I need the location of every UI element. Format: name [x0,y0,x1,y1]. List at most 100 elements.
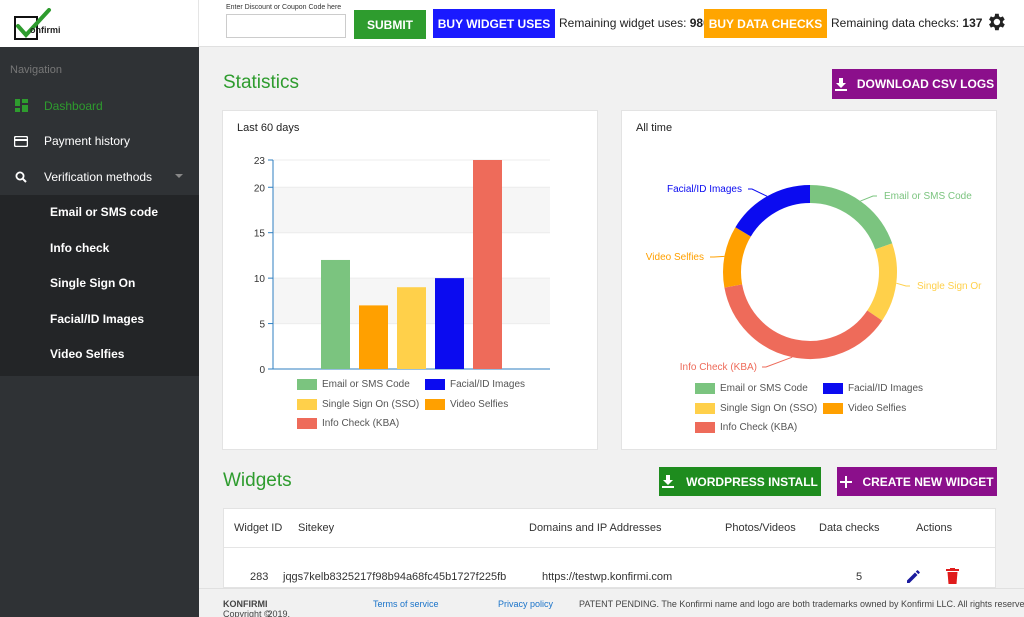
delete-trash-icon[interactable] [946,568,959,584]
widget-id-cell: 283 [250,571,269,583]
sidebar-subitem-email-sms[interactable]: Email or SMS code [50,205,159,220]
legend-item[interactable]: Info Check (KBA) [695,422,797,433]
nav-label: Navigation [10,64,62,76]
donut-slice[interactable] [724,284,883,359]
terms-of-service-link[interactable]: Terms of service [373,599,439,609]
dashboard-icon [14,99,28,113]
sidebar-subitem-single-sign-on[interactable]: Single Sign On [50,276,136,291]
patent-notice: PATENT PENDING. The Konfirmi name and lo… [579,599,1024,609]
sidebar-subitem-facial-id[interactable]: Facial/ID Images [50,311,145,326]
column-header: Actions [916,522,953,534]
edit-pencil-icon[interactable] [906,569,921,584]
credit-card-icon [14,134,28,148]
slice-leader-line [896,282,910,287]
widgets-table: Widget ID Sitekey Domains and IP Address… [223,508,996,588]
sitekey-cell: jqgs7kelb8325217f98b94a68fc45b1727f225fb [283,571,507,583]
sidebar-item-payment-history[interactable]: Payment history [0,124,199,160]
slice-label: Video Selfies [646,252,704,263]
gear-icon[interactable] [985,11,1007,33]
bar-chart: 0 5 10 15 20 23 [254,156,550,376]
legend-item[interactable]: Single Sign On (SSO) [695,403,817,414]
donut-chart-title: All time [636,122,673,134]
legend-item[interactable]: Video Selfies [425,399,508,410]
top-header: Enter Discount or Coupon Code here SUBMI… [199,0,1024,47]
y-tick-label: 20 [254,183,266,194]
legend-label: Single Sign On (SSO) [322,399,420,410]
slice-label: Facial/ID Images [667,184,742,195]
privacy-policy-link[interactable]: Privacy policy [498,599,554,609]
legend-item[interactable]: Single Sign On (SSO) [297,399,419,410]
coupon-label: Enter Discount or Coupon Code here [226,4,342,11]
plus-icon [840,475,853,488]
footer: Copyright © KONFIRMI 2019. Terms of serv… [199,588,1024,617]
slice-leader-line [762,356,793,368]
logo-check-icon [14,8,51,40]
bar[interactable] [397,287,426,369]
remaining-widget-label: Remaining widget uses: [559,16,687,30]
logo[interactable]: onfirmi [0,0,199,47]
donut-slice[interactable] [809,185,893,250]
submit-button[interactable]: SUBMIT [354,10,426,39]
legend-item[interactable]: Email or SMS Code [297,379,410,390]
widgets-title: Widgets [223,470,292,491]
logo-text: onfirmi [30,25,61,35]
legend-label: Facial/ID Images [848,383,924,394]
legend-item[interactable]: Email or SMS Code [695,383,808,394]
coupon-input[interactable] [226,14,346,38]
y-tick-label: 23 [254,156,266,167]
wordpress-install-button[interactable]: WORDPRESS INSTALL [659,467,821,496]
slice-label: Email or SMS Code [884,191,972,202]
legend-item[interactable]: Info Check (KBA) [297,418,399,429]
slice-leader-line [748,188,768,197]
column-header: Photos/Videos [725,522,796,534]
donut-slice[interactable] [723,227,752,288]
bar[interactable] [359,305,388,369]
legend-label: Video Selfies [848,403,907,414]
sidebar-subitem-info-check[interactable]: Info check [50,240,110,255]
buy-data-checks-button[interactable]: BUY DATA CHECKS [704,9,827,38]
column-header: Widget ID [234,522,283,534]
bar[interactable] [321,259,350,369]
wordpress-install-label: WORDPRESS INSTALL [686,474,818,489]
legend-label: Info Check (KBA) [720,422,798,433]
remaining-data-label: Remaining data checks: [831,16,960,30]
donut-slice[interactable] [735,185,811,237]
legend-label: Info Check (KBA) [322,418,400,429]
bar[interactable] [473,160,502,369]
bar-chart-card: Last 60 days 0 5 10 15 20 23 Email or SMS Cod… [222,110,598,450]
sidebar-item-label: Payment history [44,134,131,149]
remaining-data-checks: Remaining data checks: 137 [831,16,982,30]
donut-chart-card: All time Email or SMS Code Single Sign Or… [621,110,997,450]
create-new-widget-button[interactable]: CREATE NEW WIDGET [837,467,997,496]
legend-label: Facial/ID Images [450,379,526,390]
buy-widget-uses-button[interactable]: BUY WIDGET USES [433,9,555,38]
search-icon [14,170,28,184]
download-csv-logs-button[interactable]: DOWNLOAD CSV LOGS [832,69,997,99]
legend-label: Video Selfies [450,399,509,410]
legend-label: Email or SMS Code [322,379,410,390]
sidebar-item-dashboard[interactable]: Dashboard [0,88,199,124]
legend-item[interactable]: Video Selfies [823,403,906,414]
sidebar: onfirmi Navigation Dashboard Payment his… [0,0,199,617]
legend-item[interactable]: Facial/ID Images [823,383,923,394]
column-header: Domains and IP Addresses [529,522,662,534]
download-csv-label: DOWNLOAD CSV LOGS [856,77,995,91]
legend-label: Single Sign On (SSO) [720,403,818,414]
create-new-widget-label: CREATE NEW WIDGET [862,474,994,489]
grid-band [273,187,550,233]
donut-slice[interactable] [867,243,897,321]
sidebar-subitem-video-selfies[interactable]: Video Selfies [50,347,125,362]
verification-submenu: Email or SMS code Info check Single Sign… [0,194,199,376]
data-checks-cell: 5 [856,571,863,583]
y-tick-label: 0 [259,365,265,376]
sidebar-item-label: Dashboard [44,98,103,113]
copyright-prefix: Copyright © [223,609,271,617]
sidebar-item-verification-methods[interactable]: Verification methods [0,159,199,195]
bar[interactable] [435,278,464,369]
legend-item[interactable]: Facial/ID Images [425,379,525,390]
sidebar-item-label: Verification methods [44,169,153,184]
remaining-widget-uses: Remaining widget uses: 980 [559,16,710,30]
y-tick-label: 5 [259,320,265,331]
column-header: Data checks [819,522,880,534]
y-tick-label: 15 [254,229,266,240]
